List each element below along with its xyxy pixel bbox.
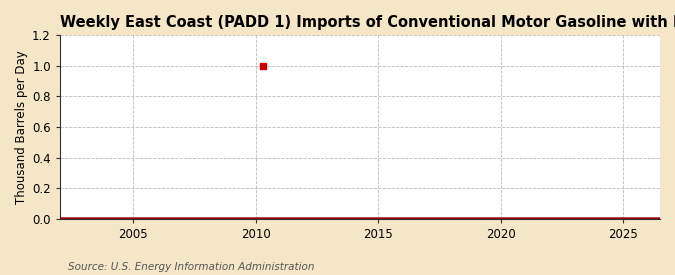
Text: Source: U.S. Energy Information Administration: Source: U.S. Energy Information Administ… (68, 262, 314, 272)
Y-axis label: Thousand Barrels per Day: Thousand Barrels per Day (15, 50, 28, 204)
Text: Weekly East Coast (PADD 1) Imports of Conventional Motor Gasoline with Fuel Etha: Weekly East Coast (PADD 1) Imports of Co… (60, 15, 675, 30)
